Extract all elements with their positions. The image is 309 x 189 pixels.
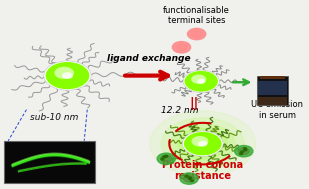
Circle shape bbox=[178, 128, 227, 159]
Circle shape bbox=[161, 155, 172, 162]
Circle shape bbox=[239, 153, 243, 155]
Circle shape bbox=[244, 149, 247, 151]
Circle shape bbox=[191, 31, 202, 37]
Circle shape bbox=[197, 79, 205, 84]
Text: ||: || bbox=[189, 98, 198, 110]
Circle shape bbox=[184, 132, 222, 155]
Circle shape bbox=[171, 124, 235, 163]
Circle shape bbox=[241, 151, 244, 153]
Circle shape bbox=[54, 67, 74, 79]
Circle shape bbox=[62, 72, 73, 79]
Circle shape bbox=[185, 175, 188, 177]
Text: Protein corona
resistance: Protein corona resistance bbox=[162, 160, 243, 181]
Circle shape bbox=[188, 177, 192, 179]
Circle shape bbox=[165, 155, 168, 157]
Text: functionalisable
terminal sites: functionalisable terminal sites bbox=[163, 6, 230, 25]
Circle shape bbox=[191, 180, 194, 182]
Circle shape bbox=[184, 71, 218, 92]
Circle shape bbox=[188, 178, 192, 180]
Bar bbox=[4, 141, 95, 183]
Circle shape bbox=[192, 136, 208, 147]
Text: UC emission
in serum: UC emission in serum bbox=[251, 100, 303, 120]
Circle shape bbox=[176, 44, 187, 51]
Circle shape bbox=[188, 28, 206, 40]
Circle shape bbox=[243, 148, 247, 149]
Text: sub-10 nm: sub-10 nm bbox=[30, 113, 78, 122]
Bar bbox=[260, 76, 285, 79]
Circle shape bbox=[44, 61, 91, 90]
Circle shape bbox=[163, 156, 166, 158]
Circle shape bbox=[150, 111, 256, 177]
Circle shape bbox=[161, 158, 164, 160]
Circle shape bbox=[198, 141, 207, 147]
Circle shape bbox=[180, 173, 198, 184]
Circle shape bbox=[238, 148, 249, 155]
Circle shape bbox=[184, 175, 195, 182]
Circle shape bbox=[191, 74, 206, 84]
Circle shape bbox=[46, 62, 89, 89]
Bar bbox=[257, 76, 288, 105]
Bar bbox=[258, 97, 287, 105]
Circle shape bbox=[161, 118, 244, 169]
Text: ligand exchange: ligand exchange bbox=[107, 54, 191, 64]
Text: 12.2 nm: 12.2 nm bbox=[161, 106, 199, 115]
Circle shape bbox=[172, 42, 191, 53]
Text: 800 nm excitation: 800 nm excitation bbox=[10, 174, 88, 183]
Circle shape bbox=[157, 153, 176, 164]
Circle shape bbox=[235, 146, 253, 157]
Circle shape bbox=[182, 131, 223, 156]
Circle shape bbox=[164, 155, 167, 157]
Circle shape bbox=[183, 70, 219, 92]
Bar bbox=[258, 81, 287, 95]
